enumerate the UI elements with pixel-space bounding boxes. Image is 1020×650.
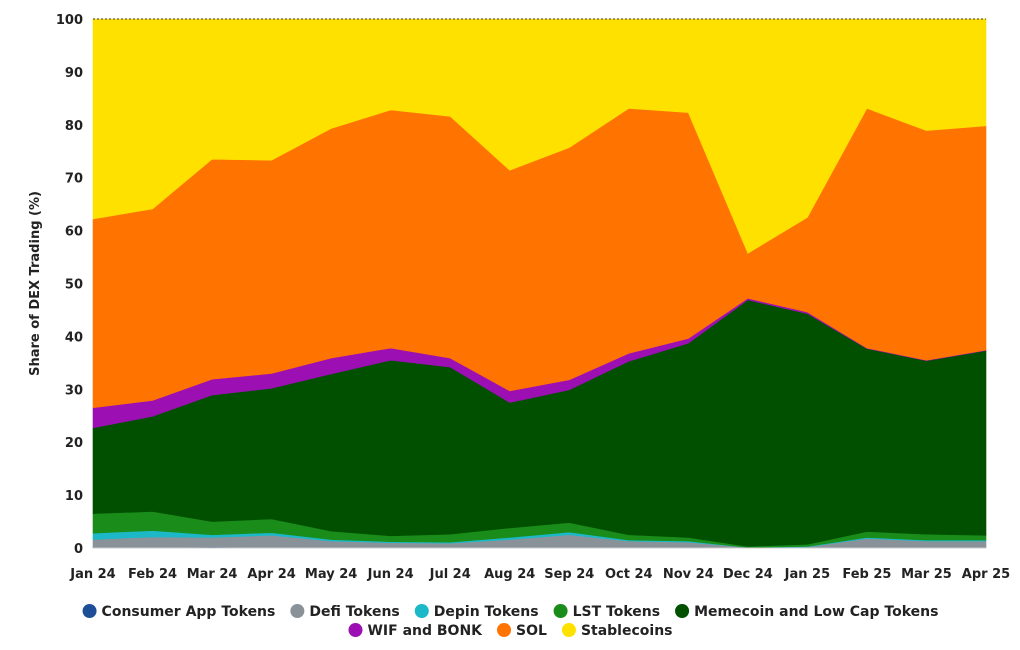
legend-item-consumer-app-tokens: Consumer App Tokens — [82, 604, 276, 620]
y-tick-label: 80 — [65, 119, 83, 134]
y-tick-label: 10 — [65, 489, 83, 504]
x-tick-label: May 24 — [305, 567, 357, 582]
legend-marker — [561, 623, 576, 637]
x-axis-ticks: Jan 24 Feb 24 Mar 24 Apr 24 May 24 Jun 24 Jul … — [69, 567, 1010, 582]
y-tick-label: 0 — [74, 542, 83, 557]
legend-label: Memecoin and Low Cap Tokens — [694, 604, 938, 620]
y-tick-label: 50 — [65, 278, 83, 293]
x-tick-label: Mar 25 — [901, 567, 952, 582]
legend-label: SOL — [516, 623, 547, 639]
legend-marker — [553, 604, 568, 618]
x-tick-label: Jul 24 — [429, 567, 471, 582]
x-tick-label: Apr 25 — [962, 567, 1010, 582]
legend-label: Consumer App Tokens — [102, 604, 276, 620]
legend: Consumer App Tokens Defi Tokens Depin Toke… — [82, 604, 938, 639]
legend-label: Depin Tokens — [434, 604, 539, 620]
legend-item-depin-tokens: Depin Tokens — [414, 604, 539, 620]
y-tick-label: 60 — [65, 225, 83, 240]
legend-label: LST Tokens — [573, 604, 660, 620]
legend-item-wif-and-bonk: WIF and BONK — [348, 623, 483, 639]
legend-marker — [414, 604, 429, 618]
x-tick-label: Aug 24 — [484, 567, 535, 582]
x-tick-label: Feb 25 — [842, 567, 891, 582]
y-tick-label: 90 — [65, 66, 83, 81]
legend-item-sol: SOL — [497, 623, 547, 639]
x-tick-label: Feb 24 — [128, 567, 177, 582]
x-tick-label: Sep 24 — [544, 567, 594, 582]
y-tick-label: 20 — [65, 436, 83, 451]
y-tick-label: 100 — [56, 13, 83, 28]
legend-marker — [348, 623, 363, 637]
y-axis-label: Share of DEX Trading (%) — [28, 191, 43, 376]
legend-item-stablecoins: Stablecoins — [561, 623, 673, 639]
legend-marker — [675, 604, 690, 618]
legend-item-lst-tokens: LST Tokens — [553, 604, 660, 620]
legend-marker — [290, 604, 305, 618]
legend-item-defi-tokens: Defi Tokens — [290, 604, 400, 620]
x-tick-label: Jan 25 — [784, 567, 830, 582]
y-tick-label: 70 — [65, 172, 83, 187]
y-axis-ticks: 0 10 20 30 40 50 60 70 80 90 100 — [56, 13, 83, 557]
x-tick-label: Jan 24 — [69, 567, 115, 582]
legend-marker — [82, 604, 97, 618]
x-tick-label: Oct 24 — [605, 567, 653, 582]
x-tick-label: Nov 24 — [663, 567, 714, 582]
legend-item-memecoin-and-low-cap-tokens: Memecoin and Low Cap Tokens — [675, 604, 938, 620]
x-tick-label: Mar 24 — [187, 567, 238, 582]
y-tick-label: 30 — [65, 383, 83, 398]
series-areas — [92, 18, 987, 549]
legend-label: Defi Tokens — [309, 604, 399, 620]
legend-marker — [497, 623, 512, 637]
legend-label: WIF and BONK — [367, 623, 483, 639]
legend-label: Stablecoins — [581, 623, 673, 639]
x-tick-label: Dec 24 — [723, 567, 773, 582]
x-tick-label: Apr 24 — [247, 567, 295, 582]
y-tick-label: 40 — [65, 330, 83, 345]
x-tick-label: Jun 24 — [367, 567, 414, 582]
